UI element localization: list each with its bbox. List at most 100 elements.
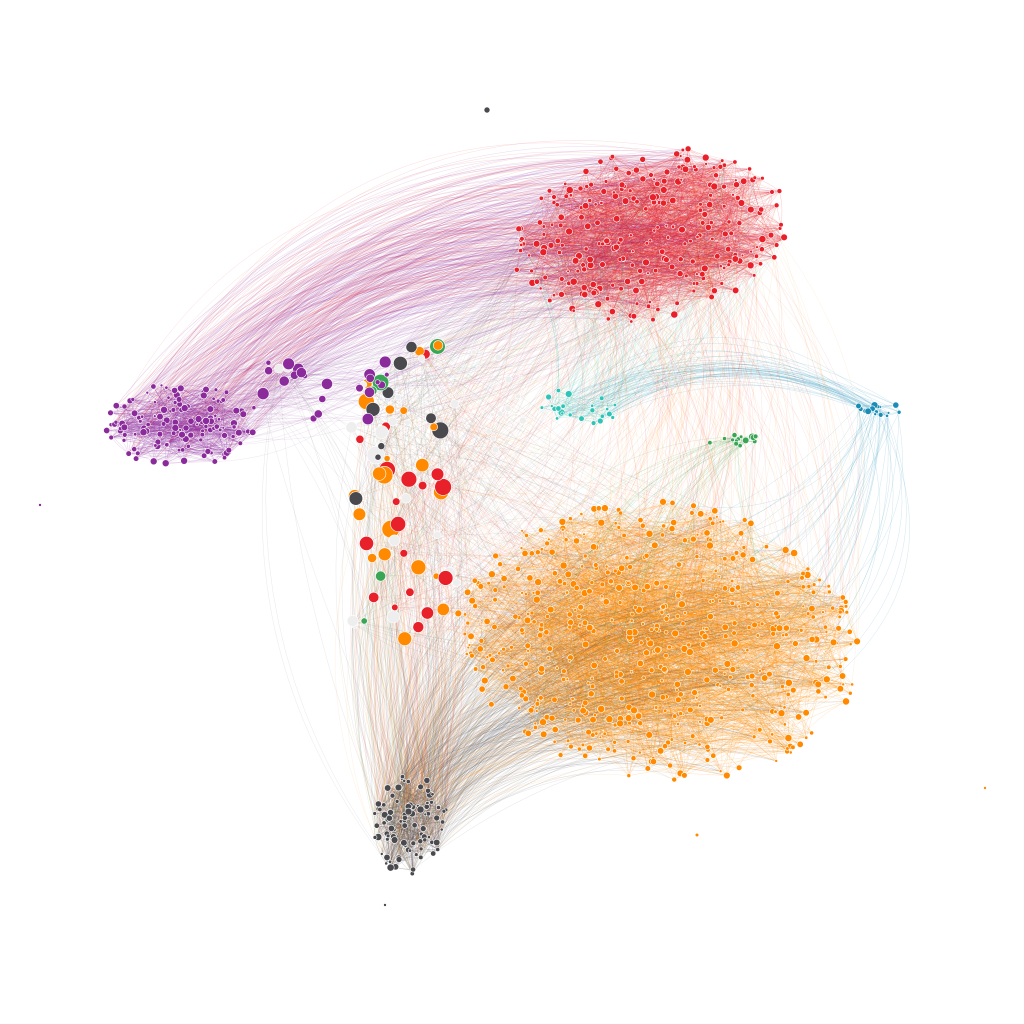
edge [704,214,725,268]
edge [590,183,658,266]
edge [672,160,723,201]
edge [584,209,751,295]
edge [647,189,664,274]
edge [632,180,736,252]
edge [704,214,757,257]
edge [573,240,691,311]
edge [559,252,594,294]
edge [648,191,773,307]
edge [585,171,729,250]
edge [760,213,775,258]
edge [602,178,763,265]
edge [562,245,633,266]
edge [612,160,723,286]
edge [581,217,624,260]
edge [612,156,715,187]
edge [582,168,617,266]
edge [655,243,686,271]
edge [516,190,550,270]
edge [602,165,725,245]
edge [678,166,713,240]
edge [578,190,631,256]
edge [608,237,785,320]
edge [520,228,573,309]
edge [595,204,740,224]
edge [728,181,744,265]
edge [705,157,743,256]
edge [611,158,751,210]
edge [516,255,751,270]
edge [569,229,758,248]
edge [562,193,570,284]
edge [607,183,658,299]
edge [645,208,695,284]
edge [682,149,734,195]
edge [594,221,730,292]
edge [543,171,587,235]
edge [549,272,755,301]
edge [662,251,703,275]
edge [621,266,673,289]
edge [539,222,562,279]
edge [720,166,785,238]
edge [649,205,777,303]
edge [605,181,730,262]
edge [667,237,695,284]
edge [520,200,590,241]
edge [684,191,773,244]
edge [590,202,664,266]
edge [529,166,680,256]
edge [549,190,655,203]
edge [650,240,755,276]
edge [657,214,705,228]
edge [632,247,740,262]
edge [598,203,664,305]
edge [577,270,712,298]
edge [678,166,772,236]
edge [605,181,678,304]
edge [714,186,751,266]
edge [657,275,755,310]
edge [580,168,617,189]
edge [601,175,717,204]
edge [539,222,585,295]
edge [664,168,750,182]
edge [590,184,624,260]
edge [735,180,775,258]
edge [577,270,634,317]
edge [710,195,730,262]
edge [697,236,752,252]
edge [697,236,736,255]
edge [568,271,649,307]
edge [566,196,622,289]
edge [622,258,703,275]
edge [559,252,649,307]
edge [589,200,693,262]
edge [585,170,742,204]
edge [620,183,658,240]
edge [570,195,757,257]
edge [602,149,683,265]
edge [612,156,735,164]
edge [623,202,660,260]
edge [523,243,587,250]
edge [650,184,711,241]
edge [605,158,612,241]
edge [710,184,751,267]
edge [606,183,658,242]
edge [549,204,596,301]
edge [607,265,751,299]
edge [700,178,763,211]
edge [699,235,712,298]
edge [664,163,707,259]
edge [600,161,609,299]
edge [688,148,744,182]
edge [607,273,681,299]
edge [599,196,616,244]
edge [521,167,715,239]
edge [577,180,665,272]
edge [630,184,711,194]
edge [585,205,642,282]
edge [628,172,782,225]
